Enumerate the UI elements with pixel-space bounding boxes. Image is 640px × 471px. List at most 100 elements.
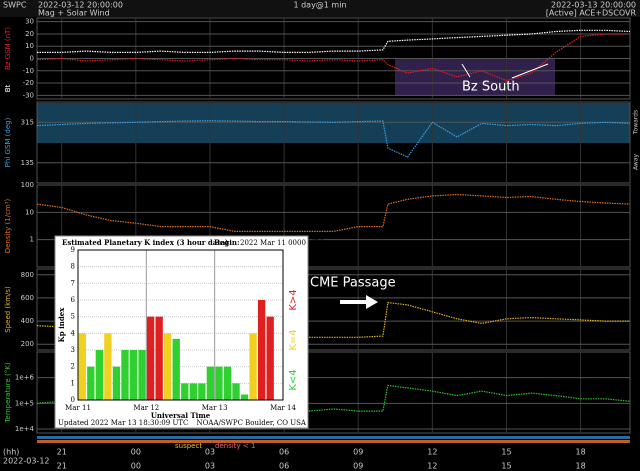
- kp-bar: [164, 333, 172, 400]
- y-tick-label: 1e+4: [15, 425, 35, 433]
- bz-pointer: [511, 63, 549, 79]
- kp-bar: [78, 333, 86, 400]
- series-line: [36, 193, 631, 232]
- bz-annotation: Bz South: [462, 80, 520, 95]
- kp-x-tick-label: Mar 12: [133, 404, 159, 412]
- kp-bar: [129, 350, 138, 400]
- kp-legend: K<4: [288, 369, 299, 390]
- kp-bar: [87, 366, 95, 400]
- y-tick-label: 1: [30, 236, 34, 244]
- kp-y-tick-label: 9: [71, 246, 75, 254]
- kp-bar: [232, 383, 240, 400]
- x-tick-label: 18: [575, 448, 585, 457]
- bz-south-shade: [395, 58, 555, 96]
- site: SWPC: [3, 1, 27, 10]
- y-tick-label: 20: [25, 30, 34, 38]
- kp-updated: Updated 2022 Mar 13 18:30:09 UTC: [58, 419, 188, 427]
- product: Mag + Solar Wind: [38, 9, 110, 18]
- panel-frame: [36, 268, 631, 351]
- x-tick-label: 00: [131, 462, 141, 471]
- x-tick-label: 15: [501, 462, 511, 471]
- series-label: Temperature (°K): [4, 362, 12, 423]
- kp-bar: [240, 394, 249, 400]
- kp-y-tick-label: 0: [71, 396, 75, 404]
- kp-begin: 2022 Mar 11 0000 UTC: [240, 239, 324, 247]
- time-unit: (hh): [3, 448, 19, 457]
- y-tick-label: 1e+6: [15, 374, 35, 382]
- kp-bar: [266, 316, 274, 400]
- kp-y-tick-label: 1: [71, 379, 75, 387]
- x-tick-label: 03: [205, 448, 215, 457]
- bz-pointer: [461, 63, 471, 78]
- kp-bar: [146, 316, 155, 400]
- series-line: [37, 29, 631, 53]
- kp-plot-frame: [77, 249, 284, 401]
- cme-arrow: [340, 295, 378, 309]
- flag: suspect: [175, 442, 202, 450]
- kp-y-tick-label: 5: [71, 313, 75, 321]
- x-tick-label: 09: [353, 448, 363, 457]
- x-tick-label: 06: [279, 448, 289, 457]
- x-tick-label: 18: [575, 462, 585, 471]
- kp-bar: [155, 316, 163, 400]
- series-label: Bz GSM (nT): [4, 27, 12, 70]
- kp-credit: NOAA/SWPC Boulder, CO USA: [197, 419, 307, 427]
- x-tick-label: 03: [205, 462, 215, 471]
- y-tick-label: -10: [23, 67, 34, 75]
- kp-bar: [249, 333, 257, 400]
- panel-frame: [36, 101, 631, 184]
- kp-x-label: Universal Time: [151, 411, 211, 420]
- y-tick-label: 30: [25, 18, 34, 26]
- right-label: Towards: [633, 110, 640, 135]
- kp-bar: [189, 383, 197, 400]
- kp-bar: [215, 366, 223, 400]
- y-tick-label: -20: [23, 79, 34, 87]
- kp-legend: K=4: [288, 329, 299, 350]
- y-tick-label: 135: [21, 159, 34, 167]
- kp-bar: [257, 300, 266, 400]
- x-tick-label: 21: [57, 462, 67, 471]
- source: [Active] ACE+DSCOVR: [546, 9, 637, 18]
- y-tick-label: 800: [21, 271, 34, 279]
- kp-bar: [181, 383, 189, 400]
- kp-bar: [172, 338, 180, 400]
- y-tick-label: 200: [21, 340, 34, 348]
- y-tick-label: 315: [21, 118, 34, 126]
- start-time: 2022-03-12 20:00:00: [38, 1, 123, 10]
- series-label: Speed (km/s): [4, 286, 12, 333]
- series-label: Phi GSM (deg): [4, 117, 12, 167]
- kp-bar: [121, 350, 129, 400]
- y-tick-label: 10: [25, 208, 34, 216]
- y-tick-label: 0: [30, 55, 34, 63]
- cme-annotation: CME Passage: [310, 276, 396, 291]
- kp-bar: [95, 350, 104, 400]
- kp-bar: [206, 366, 215, 400]
- panel-frame: [36, 351, 631, 434]
- end-time: 2022-03-13 20:00:00: [551, 1, 636, 10]
- kp-bar: [223, 366, 232, 400]
- kp-title: Estimated Planetary K index (3 hour data…: [62, 238, 228, 247]
- kp-legend: K>4: [288, 289, 299, 310]
- kp-y-tick-label: 6: [71, 296, 76, 304]
- y-tick-label: 10: [25, 42, 34, 50]
- y-tick-label: -30: [23, 91, 34, 99]
- time-date: 2022-03-12: [3, 457, 50, 466]
- series-line: [36, 120, 631, 158]
- source-strip: [37, 440, 630, 443]
- kp-y-tick-label: 7: [71, 279, 75, 287]
- x-tick-label: 21: [57, 448, 67, 457]
- x-tick-label: 15: [501, 448, 511, 457]
- kp-y-tick-label: 3: [71, 346, 75, 354]
- right-label: Away: [633, 154, 640, 170]
- x-tick-label: 09: [353, 462, 363, 471]
- y-tick-label: 1e+5: [15, 399, 34, 407]
- series-label: Bt: [4, 84, 12, 92]
- kp-bar: [104, 333, 112, 400]
- source-strip: [37, 436, 630, 439]
- y-tick-label: 400: [21, 317, 34, 325]
- kp-begin-label: Begin:: [214, 238, 240, 247]
- kp-y-label: Kp index: [57, 307, 66, 343]
- x-tick-label: 06: [279, 462, 289, 471]
- y-tick-label: 600: [21, 294, 34, 302]
